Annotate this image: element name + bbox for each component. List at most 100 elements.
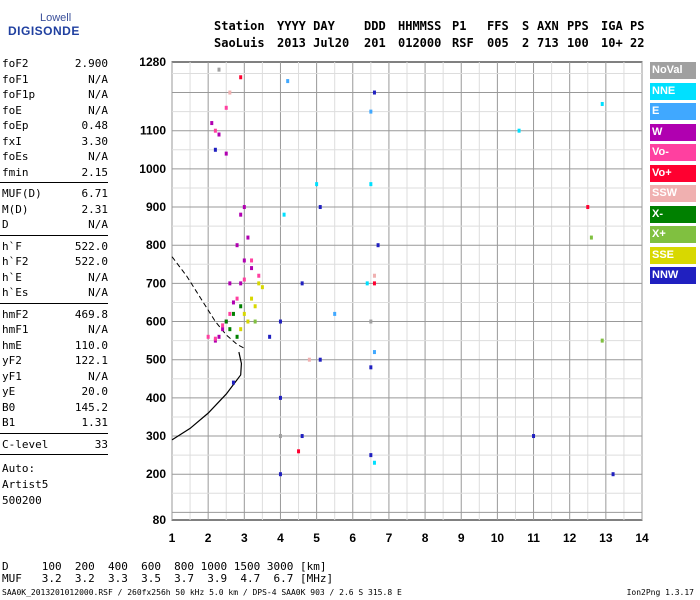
data-point-w xyxy=(231,300,235,305)
data-point-w xyxy=(228,281,232,286)
data-point-nnw xyxy=(369,365,373,370)
data-point-nnw xyxy=(318,205,322,210)
logo-brand-bottom: DIGISONDE xyxy=(8,24,80,38)
data-point-w xyxy=(235,243,239,248)
data-point-sse xyxy=(246,319,250,324)
y-tick-label: 1280 xyxy=(139,55,166,69)
legend-item-sse: SSE xyxy=(650,246,696,264)
data-point-w xyxy=(246,235,250,240)
param-row: yF1 N/A xyxy=(2,369,108,384)
data-point-nnw xyxy=(611,472,615,477)
param-key: h`F2 xyxy=(2,255,29,268)
data-point-sse xyxy=(250,296,254,301)
param-row: h`E N/A xyxy=(2,270,108,285)
param-value: N/A xyxy=(88,323,108,336)
data-point-nnw xyxy=(300,281,304,286)
param-row: foF1 N/A xyxy=(2,72,108,87)
data-point-x xyxy=(235,334,239,339)
param-key: hmE xyxy=(2,338,22,352)
param-value: 522.0 xyxy=(74,255,108,268)
data-point-sse xyxy=(253,304,257,309)
legend-item-noval: NoVal xyxy=(650,62,696,79)
data-point-sse xyxy=(242,311,246,316)
header-col-value: RSF xyxy=(452,36,474,50)
data-point-nne xyxy=(600,101,604,106)
legend-item-e: E xyxy=(650,103,696,120)
param-value: 0.48 xyxy=(81,119,109,132)
header-col-title: HHMMSS xyxy=(398,19,442,33)
param-key: fxI xyxy=(2,134,22,148)
param-key: yF2 xyxy=(2,354,22,367)
param-row: foF1p N/A xyxy=(2,87,108,102)
param-value: 2.15 xyxy=(81,165,109,179)
legend-item-nne: NNE xyxy=(650,82,696,100)
data-point-x xyxy=(228,327,232,332)
header-col-value: 005 xyxy=(487,36,509,50)
param-value: 110.0 xyxy=(74,338,108,352)
y-tick-label: 300 xyxy=(146,429,166,443)
param-key: MUF(D) xyxy=(2,187,42,200)
data-point-vo xyxy=(242,277,246,282)
data-point-nne xyxy=(282,212,286,217)
param-key: h`F xyxy=(2,239,22,253)
param-key: fmin xyxy=(2,165,29,179)
data-point-w xyxy=(250,266,254,271)
data-point-w xyxy=(239,212,243,217)
data-point-sse xyxy=(257,281,261,286)
x-tick-label: 9 xyxy=(458,531,465,545)
header-col-title: PPS xyxy=(567,19,589,33)
data-point-nne xyxy=(369,182,373,187)
data-point-sse xyxy=(260,285,264,290)
param-row: hmF2 469.8 xyxy=(2,307,108,322)
legend-item-x: X- xyxy=(650,205,696,223)
header-col-value: SaoLuis xyxy=(214,36,265,50)
param-separator xyxy=(0,302,108,304)
param-row: B0 145.2 xyxy=(2,400,108,415)
param-key: foF1 xyxy=(2,72,29,86)
param-value: N/A xyxy=(88,286,108,299)
param-key: D xyxy=(2,218,9,231)
x-tick-label: 10 xyxy=(491,531,505,545)
param-row: yE 20.0 xyxy=(2,384,108,399)
param-row: foF2 2.900 xyxy=(2,56,108,71)
header-col-title: S xyxy=(522,19,530,33)
data-point-vo xyxy=(239,75,243,80)
legend-item-w: W xyxy=(650,123,696,141)
param-key: C-level xyxy=(2,437,49,451)
header-col-value: 100 xyxy=(567,36,589,50)
y-tick-label: 80 xyxy=(153,513,167,527)
data-point-ssw xyxy=(228,90,232,95)
param-row: B1 1.31 xyxy=(2,415,108,430)
param-row: C-level 33 xyxy=(2,437,108,452)
auto-line: 500200 xyxy=(2,494,42,507)
header-col-title: DDD xyxy=(364,19,386,33)
param-value: N/A xyxy=(88,88,108,101)
param-row: D N/A xyxy=(2,217,108,232)
y-tick-label: 200 xyxy=(146,467,166,481)
data-point-w xyxy=(221,327,225,332)
x-tick-label: 14 xyxy=(635,531,649,545)
data-point-noval xyxy=(278,434,282,439)
param-value: 33 xyxy=(94,437,108,451)
x-tick-label: 12 xyxy=(563,531,577,545)
param-separator xyxy=(0,432,108,434)
data-point-nnw xyxy=(369,453,373,458)
data-point-nnw xyxy=(318,357,322,362)
param-row: hmF1 N/A xyxy=(2,322,108,337)
param-row: MUF(D) 6.71 xyxy=(2,186,108,201)
data-point-nne xyxy=(372,460,376,465)
header-col-value: 713 xyxy=(537,36,559,50)
param-value: 6.71 xyxy=(81,187,109,200)
data-point-x xyxy=(589,235,593,240)
header-col-title: PS xyxy=(630,19,645,33)
auto-line: Auto: xyxy=(2,462,36,475)
param-value: 522.0 xyxy=(74,239,108,253)
data-point-w xyxy=(217,334,221,339)
data-point-w xyxy=(210,121,214,126)
data-point-w xyxy=(217,132,221,137)
data-point-sse xyxy=(239,327,243,332)
data-point-nnw xyxy=(372,90,376,95)
data-point-w xyxy=(242,205,246,210)
data-point-vo xyxy=(224,105,228,110)
header-col-value: 012000 xyxy=(398,36,442,50)
